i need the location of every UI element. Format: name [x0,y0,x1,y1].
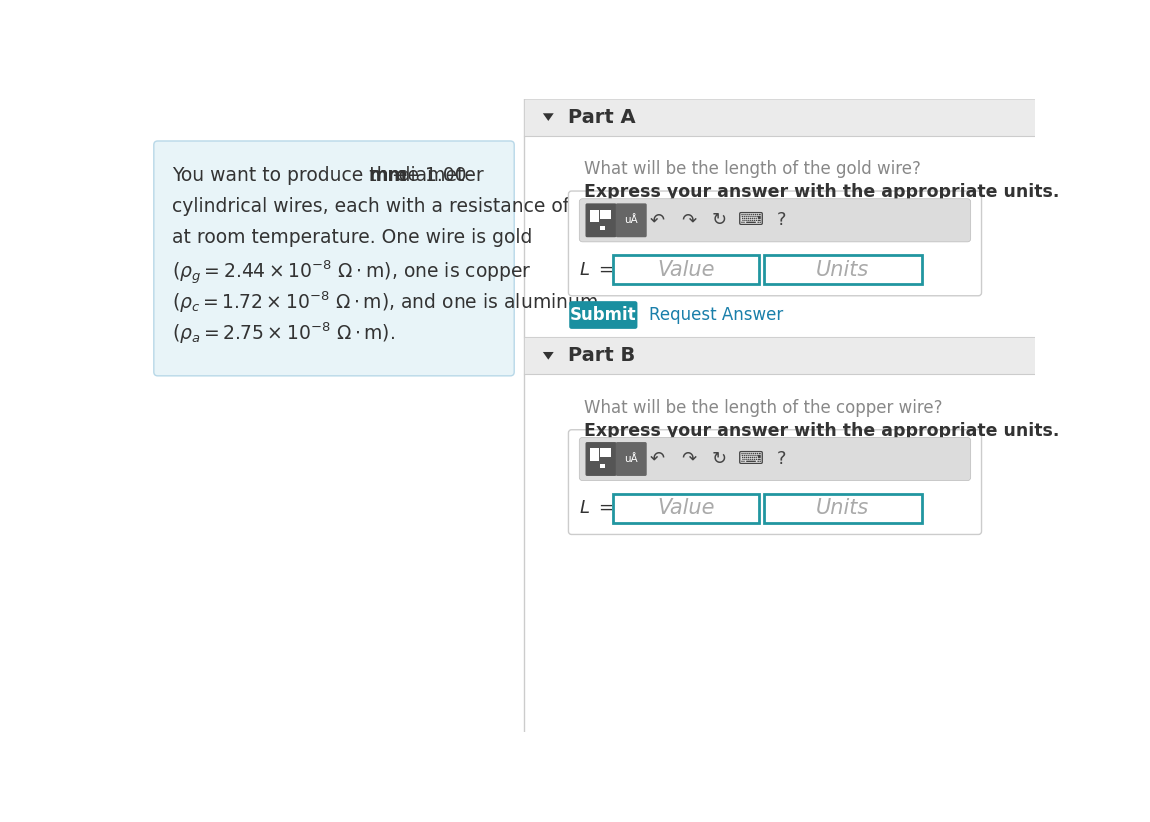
FancyBboxPatch shape [600,448,611,458]
Text: ↶: ↶ [650,211,665,229]
Text: -diameter: -diameter [392,166,483,186]
Text: Submit: Submit [570,306,637,324]
FancyBboxPatch shape [580,199,971,242]
FancyBboxPatch shape [590,448,599,460]
Text: Request Answer: Request Answer [649,306,783,324]
Polygon shape [543,352,554,360]
Polygon shape [543,113,554,121]
Text: Value: Value [658,260,715,279]
Text: What will be the length of the gold wire?: What will be the length of the gold wire… [584,160,921,178]
FancyBboxPatch shape [585,203,616,238]
Text: ↶: ↶ [650,450,665,468]
FancyBboxPatch shape [764,255,922,284]
Text: Part A: Part A [568,108,636,127]
FancyBboxPatch shape [568,430,982,534]
FancyBboxPatch shape [615,442,646,476]
Text: ↷: ↷ [681,450,696,468]
Text: You want to produce three 1.00-: You want to produce three 1.00- [171,166,473,186]
FancyBboxPatch shape [615,203,646,238]
Text: ?: ? [777,211,787,229]
Text: $L\ =$: $L\ =$ [580,499,614,517]
FancyBboxPatch shape [613,255,759,284]
FancyBboxPatch shape [154,141,514,376]
Text: uÅ: uÅ [624,454,638,464]
FancyBboxPatch shape [523,337,1035,374]
Text: ⌨: ⌨ [737,450,764,468]
Text: Units: Units [816,498,869,519]
FancyBboxPatch shape [568,191,982,296]
Text: Express your answer with the appropriate units.: Express your answer with the appropriate… [584,183,1059,201]
Text: mm: mm [368,166,407,186]
FancyBboxPatch shape [600,464,605,469]
Text: ↷: ↷ [681,211,696,229]
Text: What will be the length of the copper wire?: What will be the length of the copper wi… [584,399,943,417]
Text: uÅ: uÅ [624,215,638,225]
Text: ?: ? [777,450,787,468]
FancyBboxPatch shape [613,494,759,523]
Text: Part B: Part B [568,346,636,365]
Text: $(\rho_g = 2.44 \times 10^{-8}\ \Omega \cdot \mathrm{m})$, one is copper: $(\rho_g = 2.44 \times 10^{-8}\ \Omega \… [171,259,531,287]
Text: cylindrical wires, each with a resistance of 2.00 Ω: cylindrical wires, each with a resistanc… [171,197,637,216]
FancyBboxPatch shape [580,437,971,481]
Text: $(\rho_c = 1.72 \times 10^{-8}\ \Omega \cdot \mathrm{m})$, and one is aluminum: $(\rho_c = 1.72 \times 10^{-8}\ \Omega \… [171,289,598,315]
Text: $(\rho_a = 2.75 \times 10^{-8}\ \Omega \cdot \mathrm{m})$.: $(\rho_a = 2.75 \times 10^{-8}\ \Omega \… [171,321,394,346]
FancyBboxPatch shape [764,494,922,523]
FancyBboxPatch shape [523,99,1035,136]
FancyBboxPatch shape [585,442,616,476]
Text: $L\ =$: $L\ =$ [580,261,614,279]
Text: Value: Value [658,498,715,519]
Text: Units: Units [816,260,869,279]
Text: at room temperature. One wire is gold: at room temperature. One wire is gold [171,228,532,247]
FancyBboxPatch shape [569,301,637,329]
Text: ⌨: ⌨ [737,211,764,229]
Text: Express your answer with the appropriate units.: Express your answer with the appropriate… [584,422,1059,440]
FancyBboxPatch shape [590,210,599,222]
Text: ↻: ↻ [712,450,727,468]
FancyBboxPatch shape [600,226,605,229]
Text: ↻: ↻ [712,211,727,229]
FancyBboxPatch shape [600,210,611,219]
